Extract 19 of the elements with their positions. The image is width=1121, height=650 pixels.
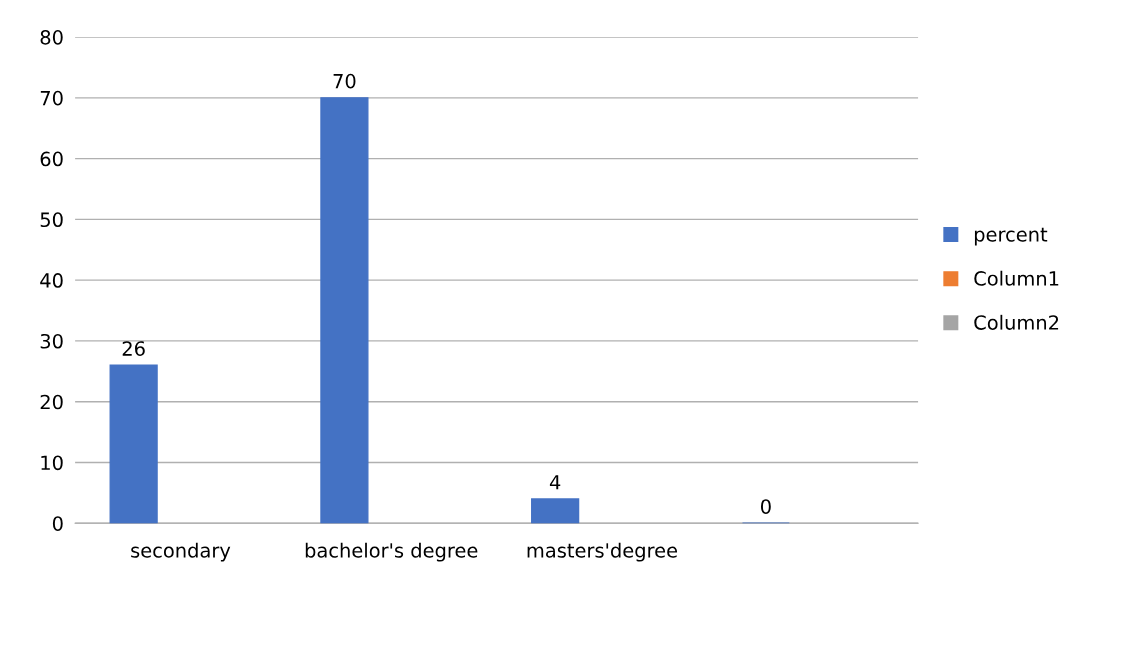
y-tick-label: 60: [40, 151, 63, 167]
x-tick-label: masters'degree: [527, 542, 678, 562]
legend-label: percent: [974, 227, 1048, 246]
y-tick-label: 70: [40, 90, 63, 106]
y-tick-label: 50: [40, 212, 63, 228]
y-tick-label: 80: [40, 30, 63, 45]
data-label: 26: [122, 341, 145, 356]
x-tick-label: secondary: [131, 542, 231, 562]
x-tick-label: bachelor's degree: [305, 542, 478, 562]
legend-label: Column1: [974, 270, 1059, 286]
y-tick-label: 0: [52, 516, 63, 531]
y-tick-label: 30: [40, 333, 63, 349]
y-tick-label: 10: [41, 455, 63, 471]
legend-label: Column2: [974, 314, 1059, 330]
y-tick-label: 20: [40, 394, 63, 410]
data-label: 70: [333, 73, 356, 89]
data-label: 0: [760, 499, 771, 514]
y-tick-label: 40: [40, 273, 63, 288]
data-label: 4: [549, 475, 561, 490]
